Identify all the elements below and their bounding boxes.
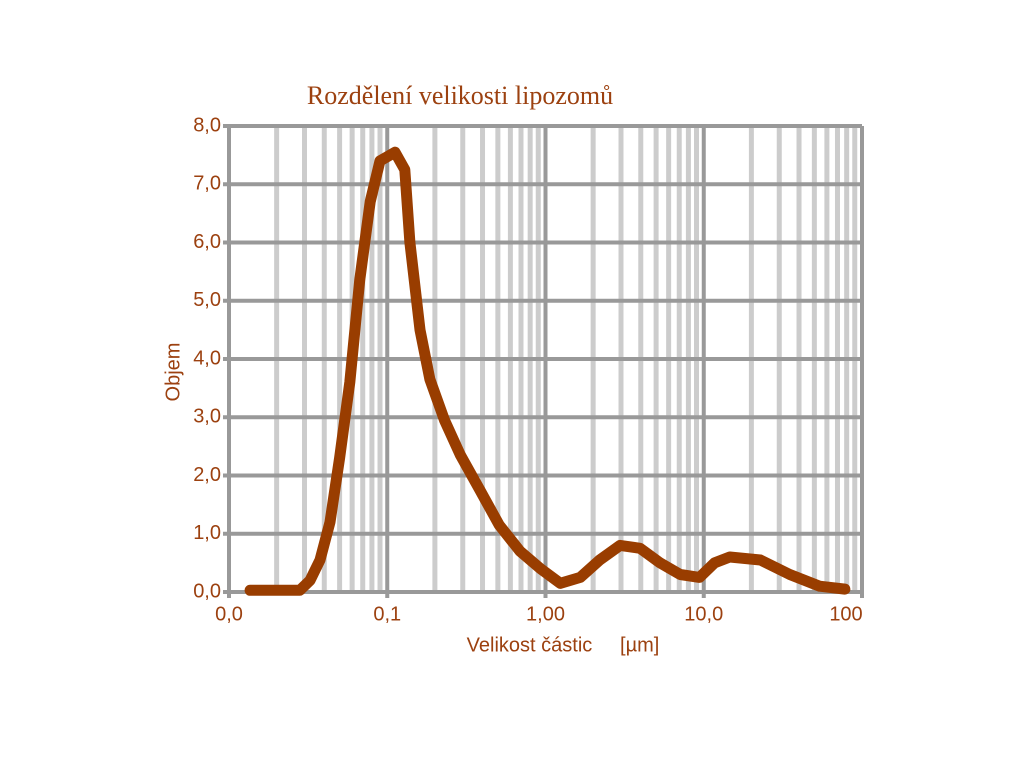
y-tick-label: 2,0 xyxy=(193,464,221,486)
x-tick-label: 1,00 xyxy=(526,603,565,625)
data-line xyxy=(244,146,851,596)
y-tick-label: 3,0 xyxy=(193,406,221,428)
y-tick-label: 5,0 xyxy=(193,289,221,311)
x-tick-label: 10,0 xyxy=(684,603,723,625)
x-tick-label: 0,0 xyxy=(215,603,243,625)
y-tick-label: 8,0 xyxy=(193,114,221,136)
y-tick-label: 1,0 xyxy=(193,522,221,544)
x-axis-label: Velikost částic [µm] xyxy=(467,634,660,656)
y-tick-label: 0,0 xyxy=(193,580,221,602)
x-tick-label: 0,1 xyxy=(373,603,401,625)
x-tick-label: 100 xyxy=(829,603,862,625)
y-axis-label: Objem xyxy=(162,343,184,402)
y-tick-label: 4,0 xyxy=(193,347,221,369)
y-tick-label: 6,0 xyxy=(193,231,221,253)
chart-title: Rozdělení velikosti lipozomů xyxy=(307,81,613,110)
y-tick-label: 7,0 xyxy=(193,173,221,195)
